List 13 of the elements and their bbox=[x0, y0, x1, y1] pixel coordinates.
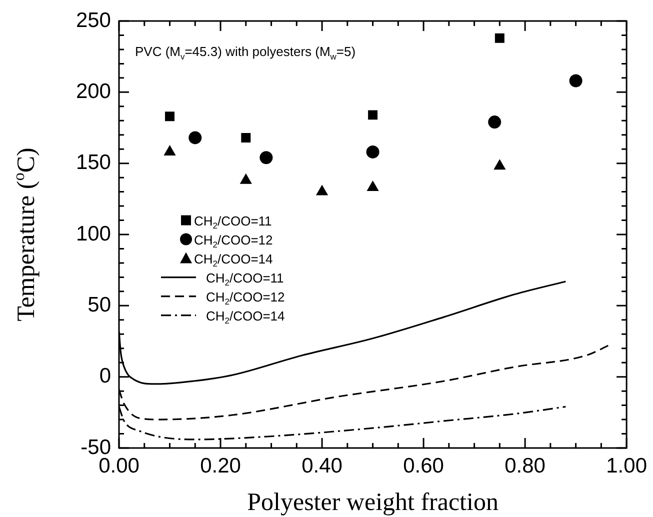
y-tick-label: 50 bbox=[88, 293, 111, 316]
x-tick-label: 1.00 bbox=[606, 454, 647, 478]
y-tick-label: 100 bbox=[76, 222, 111, 246]
x-tick-label: 0.20 bbox=[200, 454, 241, 478]
x-tick-label: 0.40 bbox=[302, 454, 342, 478]
x-axis-title: Polyester weight fraction bbox=[247, 489, 499, 516]
x-tick-label: 0.80 bbox=[504, 454, 546, 478]
y-tick-label: 200 bbox=[76, 80, 111, 103]
y-tick-label: 250 bbox=[76, 8, 111, 32]
y-axis-title: Temperature (oC) bbox=[10, 148, 40, 322]
y-tick-label: 150 bbox=[76, 151, 111, 174]
y-tick-label: 0 bbox=[99, 364, 111, 388]
x-tick-label: 0.60 bbox=[403, 454, 444, 478]
